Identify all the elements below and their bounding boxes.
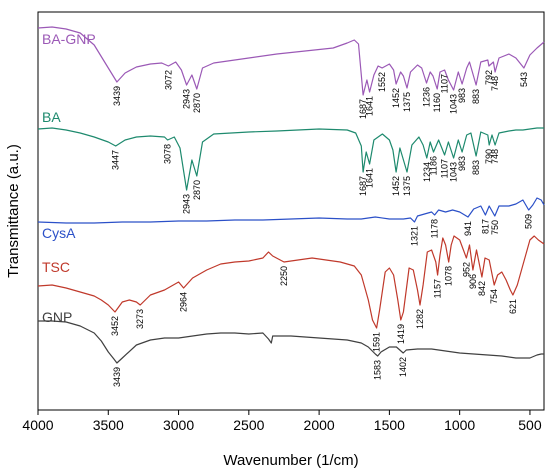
peak-label: 952 — [461, 262, 471, 277]
peak-label: 883 — [471, 89, 481, 104]
peak-label: 3439 — [112, 367, 122, 387]
peak-label: 1375 — [402, 176, 412, 196]
series-label-cysa: CysA — [42, 225, 76, 241]
series-line-tsc — [37, 235, 545, 329]
series-labels: BA-GNP BA CysA TSC GNP — [42, 31, 96, 325]
peak-label: 3078 — [163, 144, 173, 164]
peak-label: 750 — [490, 220, 500, 235]
peak-label: 2943 — [182, 194, 192, 214]
peak-label: 1375 — [402, 92, 412, 112]
series-line-ba — [37, 127, 544, 191]
peak-label: 842 — [477, 281, 487, 296]
peak-label: 2870 — [192, 93, 202, 113]
x-tick-label: 2000 — [304, 417, 335, 433]
series-label-ba-gnp: BA-GNP — [42, 31, 96, 47]
x-tick-label: 500 — [518, 417, 542, 433]
series-line-ba-gnp — [37, 26, 545, 96]
peak-label: 792 — [484, 70, 494, 85]
peak-label: 1591 — [372, 332, 382, 352]
x-tick-label: 3000 — [163, 417, 194, 433]
peak-label: 1160 — [432, 93, 442, 112]
peak-label: 1687 — [358, 99, 368, 119]
peak-label: 509 — [524, 214, 534, 229]
peak-label: 983 — [457, 156, 467, 171]
peak-label: 1186 — [429, 156, 439, 175]
peak-label: 1583 — [373, 360, 383, 380]
x-tick-label: 3500 — [93, 417, 124, 433]
series-line-cysa — [37, 197, 545, 224]
peak-label: 3439 — [112, 86, 122, 106]
peak-label: 1236 — [422, 87, 432, 107]
peak-label: 1282 — [415, 309, 425, 329]
peak-label: 2870 — [192, 180, 202, 200]
peak-label: 3273 — [135, 309, 145, 329]
x-tick-label: 1500 — [374, 417, 405, 433]
peak-label: 621 — [508, 299, 518, 314]
peak-label: 3072 — [163, 70, 173, 90]
peak-label: 1452 — [391, 176, 401, 196]
peak-label: 3447 — [111, 150, 121, 170]
series-label-ba: BA — [42, 109, 61, 125]
peak-label: 543 — [519, 72, 529, 87]
peak-label: 883 — [471, 160, 481, 175]
peak-label: 1321 — [410, 226, 420, 246]
x-axis-ticks: 4000 3500 3000 2500 2000 1500 1000 500 — [22, 410, 542, 433]
series-group — [37, 26, 545, 364]
peak-label: 1552 — [377, 72, 387, 92]
peak-label: 1641 — [365, 168, 375, 188]
x-tick-label: 2500 — [233, 417, 264, 433]
peak-label: 817 — [480, 219, 490, 234]
peak-label: 1107 — [440, 159, 450, 178]
series-label-tsc: TSC — [42, 259, 70, 275]
plot-frame — [37, 11, 545, 411]
series-line-gnp — [38, 320, 544, 364]
peak-label: 1402 — [398, 357, 408, 377]
peak-label: 2943 — [182, 89, 192, 109]
peak-label: 1234 — [422, 162, 432, 182]
peak-label: 1178 — [430, 219, 440, 238]
peak-label: 3452 — [110, 316, 120, 336]
x-tick-label: 4000 — [22, 417, 53, 433]
peak-label: 748 — [490, 76, 500, 91]
peak-label: 1043 — [449, 162, 459, 182]
peak-label: 1078 — [444, 266, 454, 286]
peak-label: 983 — [457, 88, 467, 103]
peak-label: 2964 — [179, 292, 189, 312]
peak-label: 1043 — [449, 94, 459, 114]
peak-label: 2250 — [279, 266, 289, 286]
peak-label: 1452 — [391, 88, 401, 108]
peak-label: 1157 — [433, 279, 443, 298]
peak-label: 1641 — [365, 96, 375, 116]
x-tick-label: 1000 — [444, 417, 475, 433]
peak-label: 748 — [490, 149, 500, 164]
x-axis-title: Wavenumber (1/cm) — [223, 452, 358, 469]
y-axis-title: Transmittance (a.u.) — [5, 144, 22, 278]
series-label-gnp: GNP — [42, 309, 72, 325]
peak-label: 941 — [463, 221, 473, 236]
peak-label: 1419 — [396, 324, 406, 344]
peak-label: 1687 — [358, 176, 368, 196]
peak-label: 790 — [484, 149, 494, 164]
peak-label: 754 — [489, 289, 499, 304]
peak-label: 906 — [468, 274, 478, 289]
peak-label: 1107 — [440, 74, 450, 93]
